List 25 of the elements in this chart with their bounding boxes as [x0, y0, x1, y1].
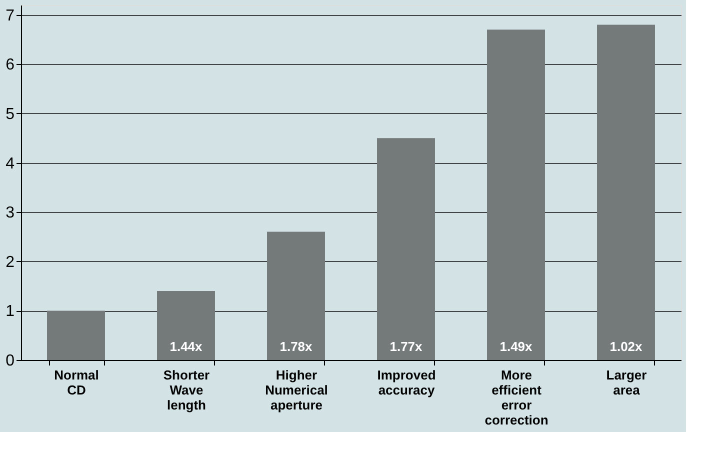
annotation: 1.02x [610, 339, 644, 354]
y-tick-label: 1 [6, 303, 15, 320]
bar [267, 232, 325, 360]
x-tick-label: Higher Numerical aperture [265, 368, 328, 412]
x-tick-label: More efficient error correction [484, 368, 548, 428]
x-tick-label: Normal CD [54, 368, 99, 398]
y-tick-label: 3 [6, 204, 15, 222]
bar [157, 290, 215, 360]
bar [47, 310, 105, 360]
bar [377, 138, 435, 360]
y-tick-label: 0 [6, 352, 15, 370]
y-tick-label: 2 [6, 254, 15, 271]
annotation: 1.77x [390, 339, 424, 354]
x-tick-label: Shorter Wave length [163, 368, 210, 412]
y-tick-label: 7 [6, 7, 15, 24]
y-tick-label: 4 [6, 155, 15, 172]
annotation: 1.49x [500, 339, 534, 354]
annotation: 1.44x [170, 339, 204, 354]
bar [597, 24, 655, 360]
y-tick-label: 6 [6, 56, 15, 74]
bar [487, 30, 545, 360]
x-tick-label: Larger area [606, 368, 647, 398]
x-tick-label: Improved accuracy [377, 368, 436, 398]
annotation: 1.78x [280, 339, 314, 354]
y-tick-label: 5 [6, 106, 15, 123]
